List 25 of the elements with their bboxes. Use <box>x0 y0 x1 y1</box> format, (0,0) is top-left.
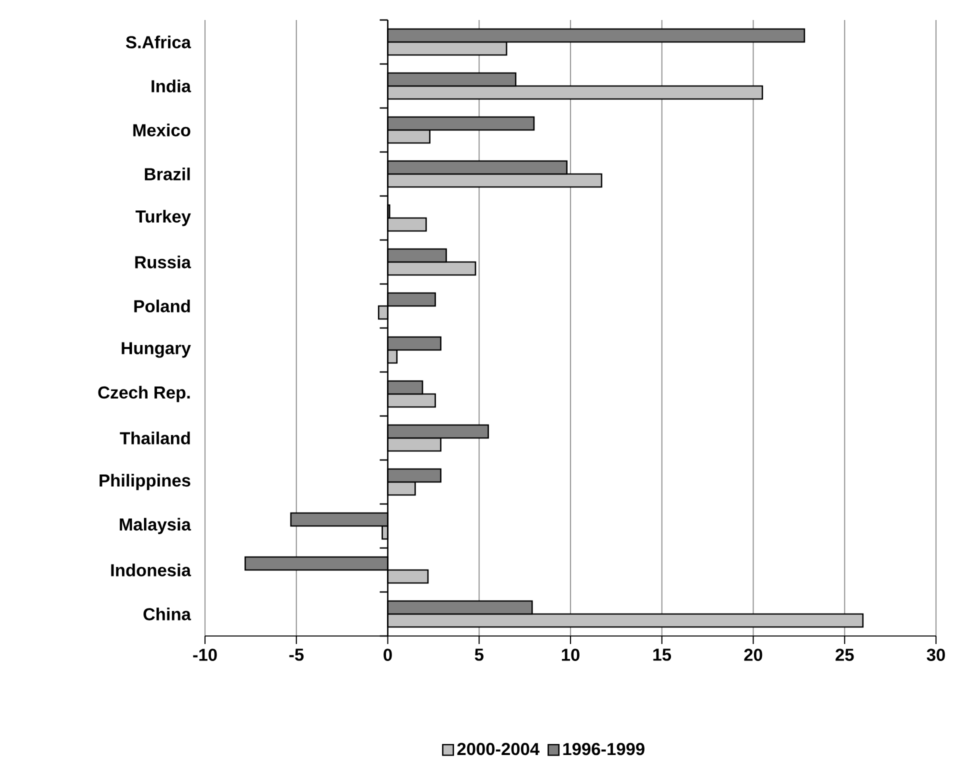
y-tick-label: China <box>144 608 192 620</box>
y-tick-label: Poland <box>134 300 190 312</box>
x-tick-label: 20 <box>744 648 762 661</box>
legend-label: 1996-1999 <box>563 742 644 756</box>
y-tick-label: Indonesia <box>111 564 192 576</box>
x-tick-label: 15 <box>653 648 672 661</box>
x-tick-label: 10 <box>562 648 580 661</box>
x-tick-label: 0 <box>384 648 392 661</box>
y-tick-label: Philippines <box>100 474 190 490</box>
x-tick-label: -10 <box>193 648 217 661</box>
y-tick-label: Thailand <box>120 432 190 444</box>
x-tick-label: 25 <box>836 648 854 661</box>
y-tick-label: Mexico <box>133 124 190 136</box>
x-tick-label: 5 <box>474 648 484 661</box>
y-tick-label: Turkey <box>136 210 191 226</box>
y-tick-label: Hungary <box>122 342 191 358</box>
y-tick-label: Russia <box>135 256 192 268</box>
y-tick-label: Brazil <box>144 168 190 180</box>
y-tick-label: Malaysia <box>120 518 192 534</box>
legend-label: 2000-2004 <box>457 742 540 756</box>
y-tick-label: India <box>152 80 192 92</box>
x-tick-label: 30 <box>926 648 945 661</box>
y-tick-label: Czech Rep. <box>98 386 190 402</box>
x-tick-label: -5 <box>289 648 304 661</box>
y-tick-label: S.Africa <box>126 36 192 48</box>
